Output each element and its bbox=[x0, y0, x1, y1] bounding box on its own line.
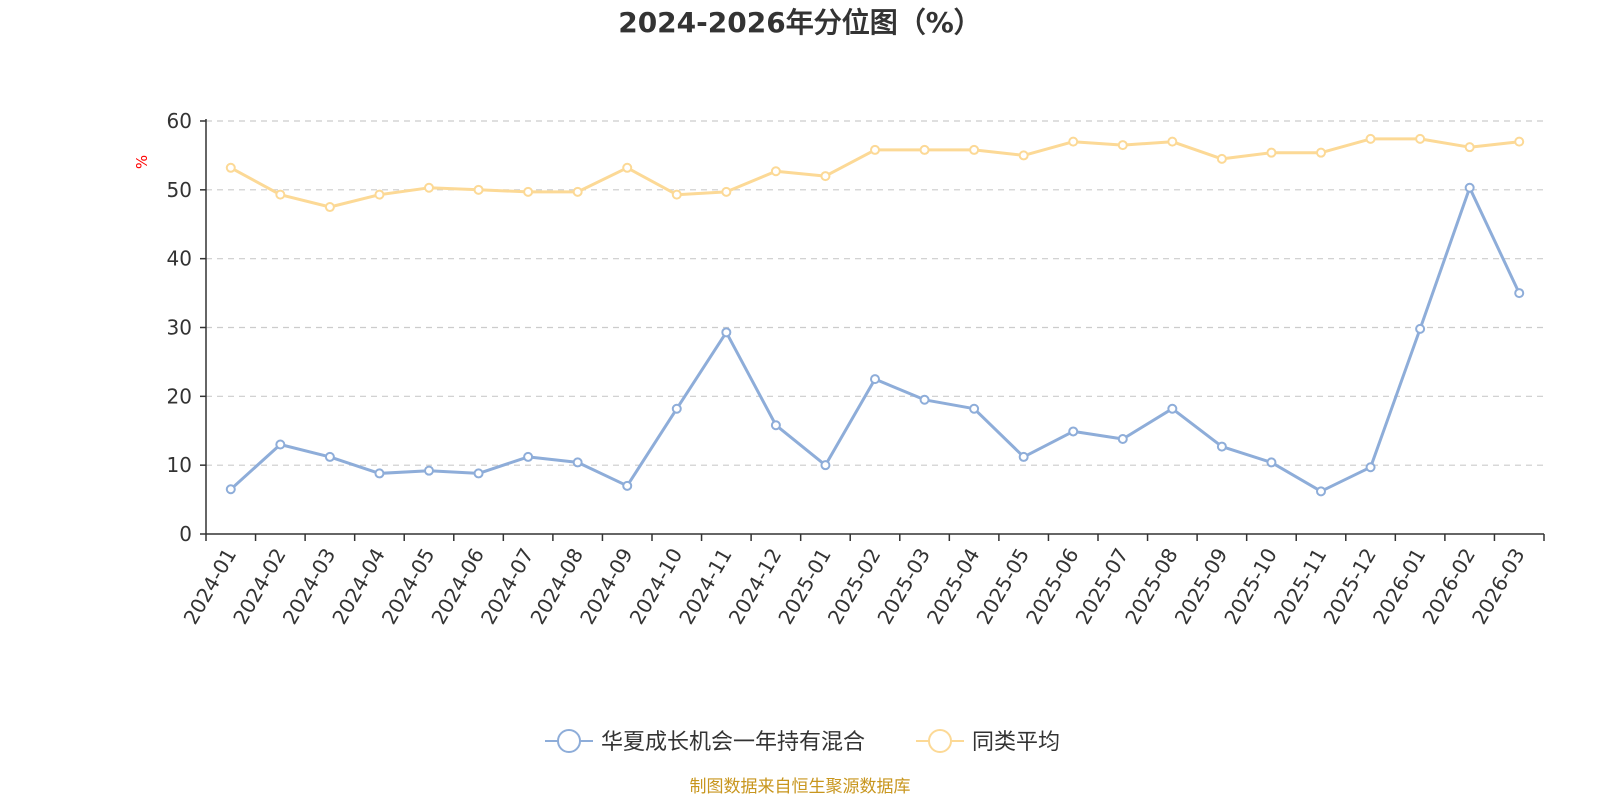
data-source-note: 制图数据来自恒生聚源数据库 bbox=[690, 777, 911, 797]
axes: 01020304050602024-012024-022024-032024-0… bbox=[167, 109, 1545, 628]
data-point[interactable] bbox=[1316, 147, 1326, 158]
data-point[interactable] bbox=[1415, 323, 1426, 334]
data-point[interactable] bbox=[1514, 288, 1525, 299]
data-point[interactable] bbox=[424, 465, 434, 476]
data-point[interactable] bbox=[770, 420, 781, 431]
data-point[interactable] bbox=[820, 460, 831, 471]
legend-label: 华夏成长机会一年持有混合 bbox=[601, 730, 865, 755]
y-tick-label: 0 bbox=[179, 522, 192, 546]
series-0 bbox=[225, 182, 1525, 497]
data-point[interactable] bbox=[225, 484, 236, 495]
data-point[interactable] bbox=[870, 144, 880, 155]
data-point[interactable] bbox=[1514, 136, 1525, 147]
data-point[interactable] bbox=[770, 166, 781, 177]
data-point[interactable] bbox=[1266, 457, 1277, 468]
y-axis-unit-label: % bbox=[133, 155, 151, 169]
data-point[interactable] bbox=[622, 162, 633, 173]
data-point[interactable] bbox=[1018, 150, 1029, 161]
data-point[interactable] bbox=[969, 403, 980, 414]
data-point[interactable] bbox=[1117, 434, 1128, 445]
data-point[interactable] bbox=[225, 162, 236, 173]
data-point[interactable] bbox=[572, 186, 583, 197]
y-tick-label: 40 bbox=[167, 247, 192, 271]
y-tick-label: 30 bbox=[167, 316, 192, 340]
data-point[interactable] bbox=[969, 144, 980, 155]
data-point[interactable] bbox=[1167, 136, 1178, 147]
data-point[interactable] bbox=[870, 374, 880, 385]
data-point[interactable] bbox=[523, 451, 534, 462]
y-tick-label: 20 bbox=[167, 384, 192, 408]
data-point[interactable] bbox=[1266, 147, 1277, 158]
legend-marker bbox=[928, 729, 952, 753]
data-point[interactable] bbox=[1464, 182, 1475, 193]
data-point[interactable] bbox=[275, 189, 286, 200]
series-1 bbox=[225, 133, 1525, 213]
data-point[interactable] bbox=[1316, 486, 1326, 497]
data-point[interactable] bbox=[1068, 136, 1079, 147]
data-point[interactable] bbox=[324, 451, 335, 462]
data-point[interactable] bbox=[1167, 403, 1178, 414]
legend-marker bbox=[557, 729, 581, 753]
series-line bbox=[229, 186, 1521, 493]
data-point[interactable] bbox=[1018, 451, 1029, 462]
legend-item-1[interactable]: 同类平均 bbox=[916, 729, 1060, 755]
grid-lines bbox=[206, 120, 1544, 466]
data-point[interactable] bbox=[671, 403, 682, 414]
data-point[interactable] bbox=[572, 457, 583, 468]
legend-item-0[interactable]: 华夏成长机会一年持有混合 bbox=[545, 729, 865, 755]
data-point[interactable] bbox=[1365, 462, 1376, 473]
data-point[interactable] bbox=[473, 468, 484, 479]
data-point[interactable] bbox=[820, 171, 831, 182]
data-point[interactable] bbox=[1117, 140, 1128, 151]
data-point[interactable] bbox=[523, 186, 534, 197]
data-point[interactable] bbox=[721, 327, 732, 338]
data-point[interactable] bbox=[1464, 142, 1475, 153]
chart-title: 2024-2026年分位图（%） bbox=[618, 6, 982, 39]
y-tick-label: 50 bbox=[167, 178, 192, 202]
legend: 华夏成长机会一年持有混合 同类平均 bbox=[545, 729, 1060, 755]
data-point[interactable] bbox=[424, 182, 434, 193]
data-point[interactable] bbox=[374, 189, 385, 200]
y-tick-label: 60 bbox=[167, 109, 192, 133]
data-point[interactable] bbox=[721, 186, 732, 197]
y-tick-label: 10 bbox=[167, 453, 192, 477]
data-point[interactable] bbox=[275, 439, 286, 450]
data-point[interactable] bbox=[622, 480, 633, 491]
data-point[interactable] bbox=[1216, 441, 1227, 452]
data-point[interactable] bbox=[374, 468, 385, 479]
data-point[interactable] bbox=[671, 189, 682, 200]
data-point[interactable] bbox=[1216, 153, 1227, 164]
data-point[interactable] bbox=[919, 394, 930, 405]
data-point[interactable] bbox=[473, 184, 484, 195]
data-point[interactable] bbox=[1068, 426, 1079, 437]
data-point[interactable] bbox=[324, 202, 335, 213]
data-point[interactable] bbox=[1365, 133, 1376, 144]
data-point[interactable] bbox=[1415, 133, 1426, 144]
series-layer bbox=[225, 133, 1525, 497]
data-point[interactable] bbox=[919, 144, 930, 155]
legend-label: 同类平均 bbox=[972, 730, 1060, 755]
